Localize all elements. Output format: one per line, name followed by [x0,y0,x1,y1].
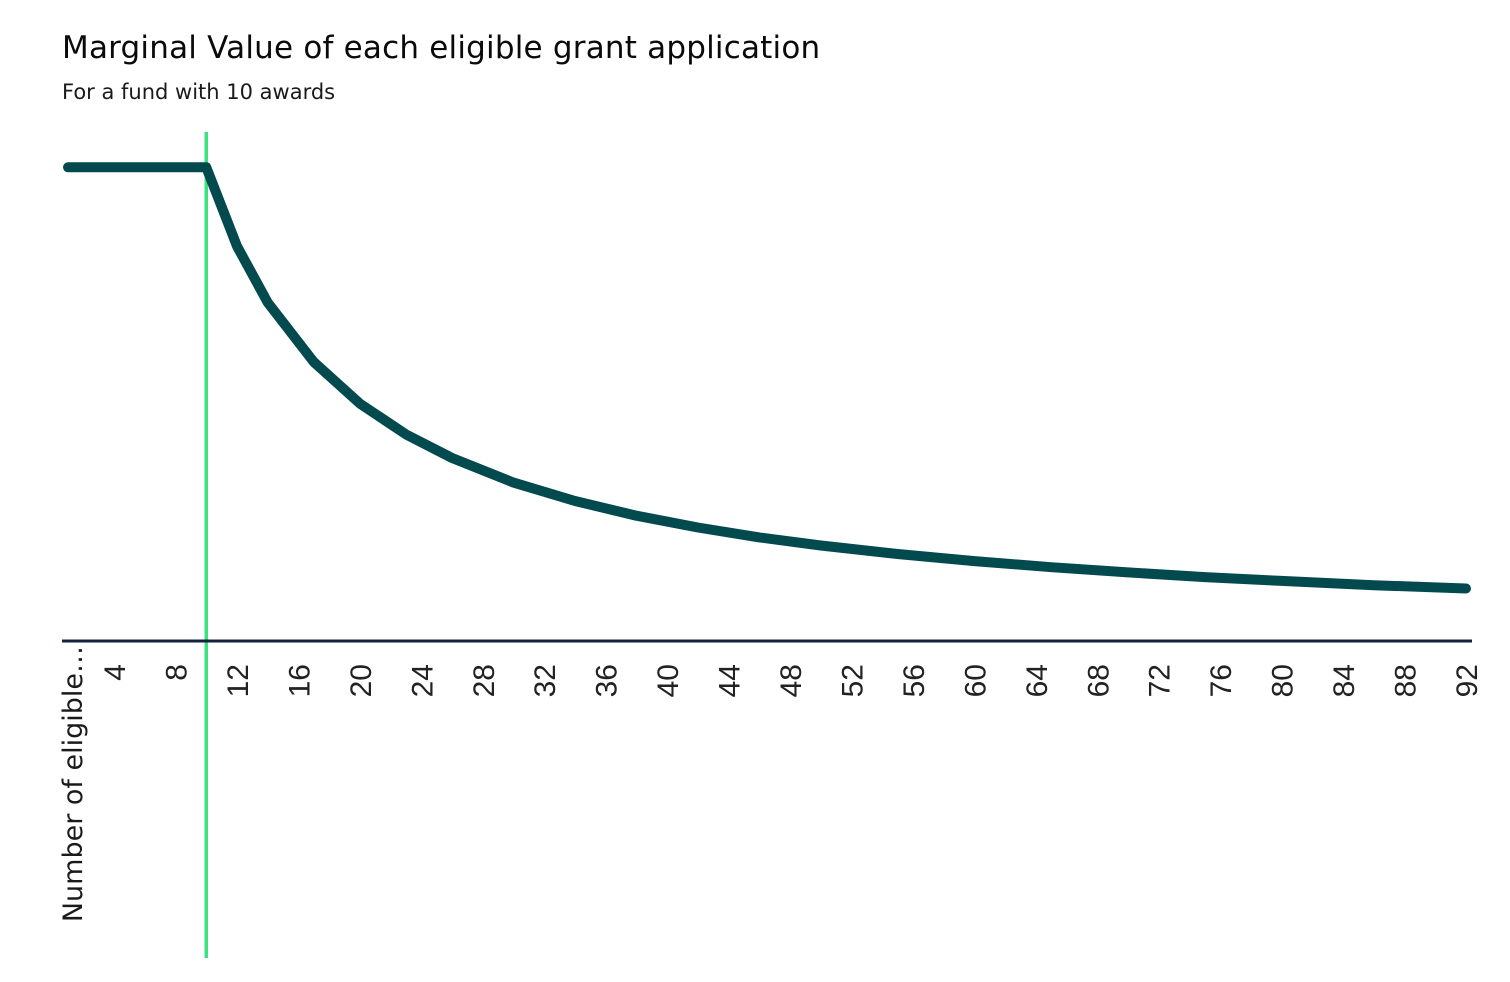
chart-title: Marginal Value of each eligible grant ap… [62,30,821,66]
x-tick-label: 16 [283,664,316,697]
x-tick-label: 52 [836,664,869,697]
chart-subtitle: For a fund with 10 awards [62,80,336,104]
x-tick-label: 56 [898,664,931,697]
x-tick-label: 8 [161,664,194,681]
x-tick-label: 92 [1451,664,1484,697]
x-tick-label: 12 [222,664,255,697]
x-tick-label: 80 [1267,664,1300,697]
x-axis-label: Number of eligible… [58,646,89,922]
x-tick-label: 32 [529,664,562,697]
x-tick-label: 72 [1144,664,1177,697]
x-tick-label: 44 [714,664,747,697]
series-line-0 [63,162,1471,594]
x-tick-label: 64 [1021,664,1054,697]
x-tick-label: 4 [99,664,132,681]
x-tick-label: 20 [345,664,378,697]
x-tick-label: 28 [468,664,501,697]
x-tick-label: 88 [1390,664,1423,697]
x-tick-label: 76 [1205,664,1238,697]
x-tick-label: 60 [959,664,992,697]
x-tick-labels: 4 8 12 16 20 24 28 32 36 40 44 48 52 56 60 64 68 72 76 80 84… [99,664,1484,697]
x-tick-label: 68 [1082,664,1115,697]
x-axis-label-layer: Number of eligible… [58,646,89,922]
x-tick-label: 36 [591,664,624,697]
x-tick-label: 40 [652,664,685,697]
x-tick-label: 48 [775,664,808,697]
series-layer [63,162,1471,594]
x-tick-label: 24 [406,664,439,697]
x-tick-label: 84 [1328,664,1361,697]
